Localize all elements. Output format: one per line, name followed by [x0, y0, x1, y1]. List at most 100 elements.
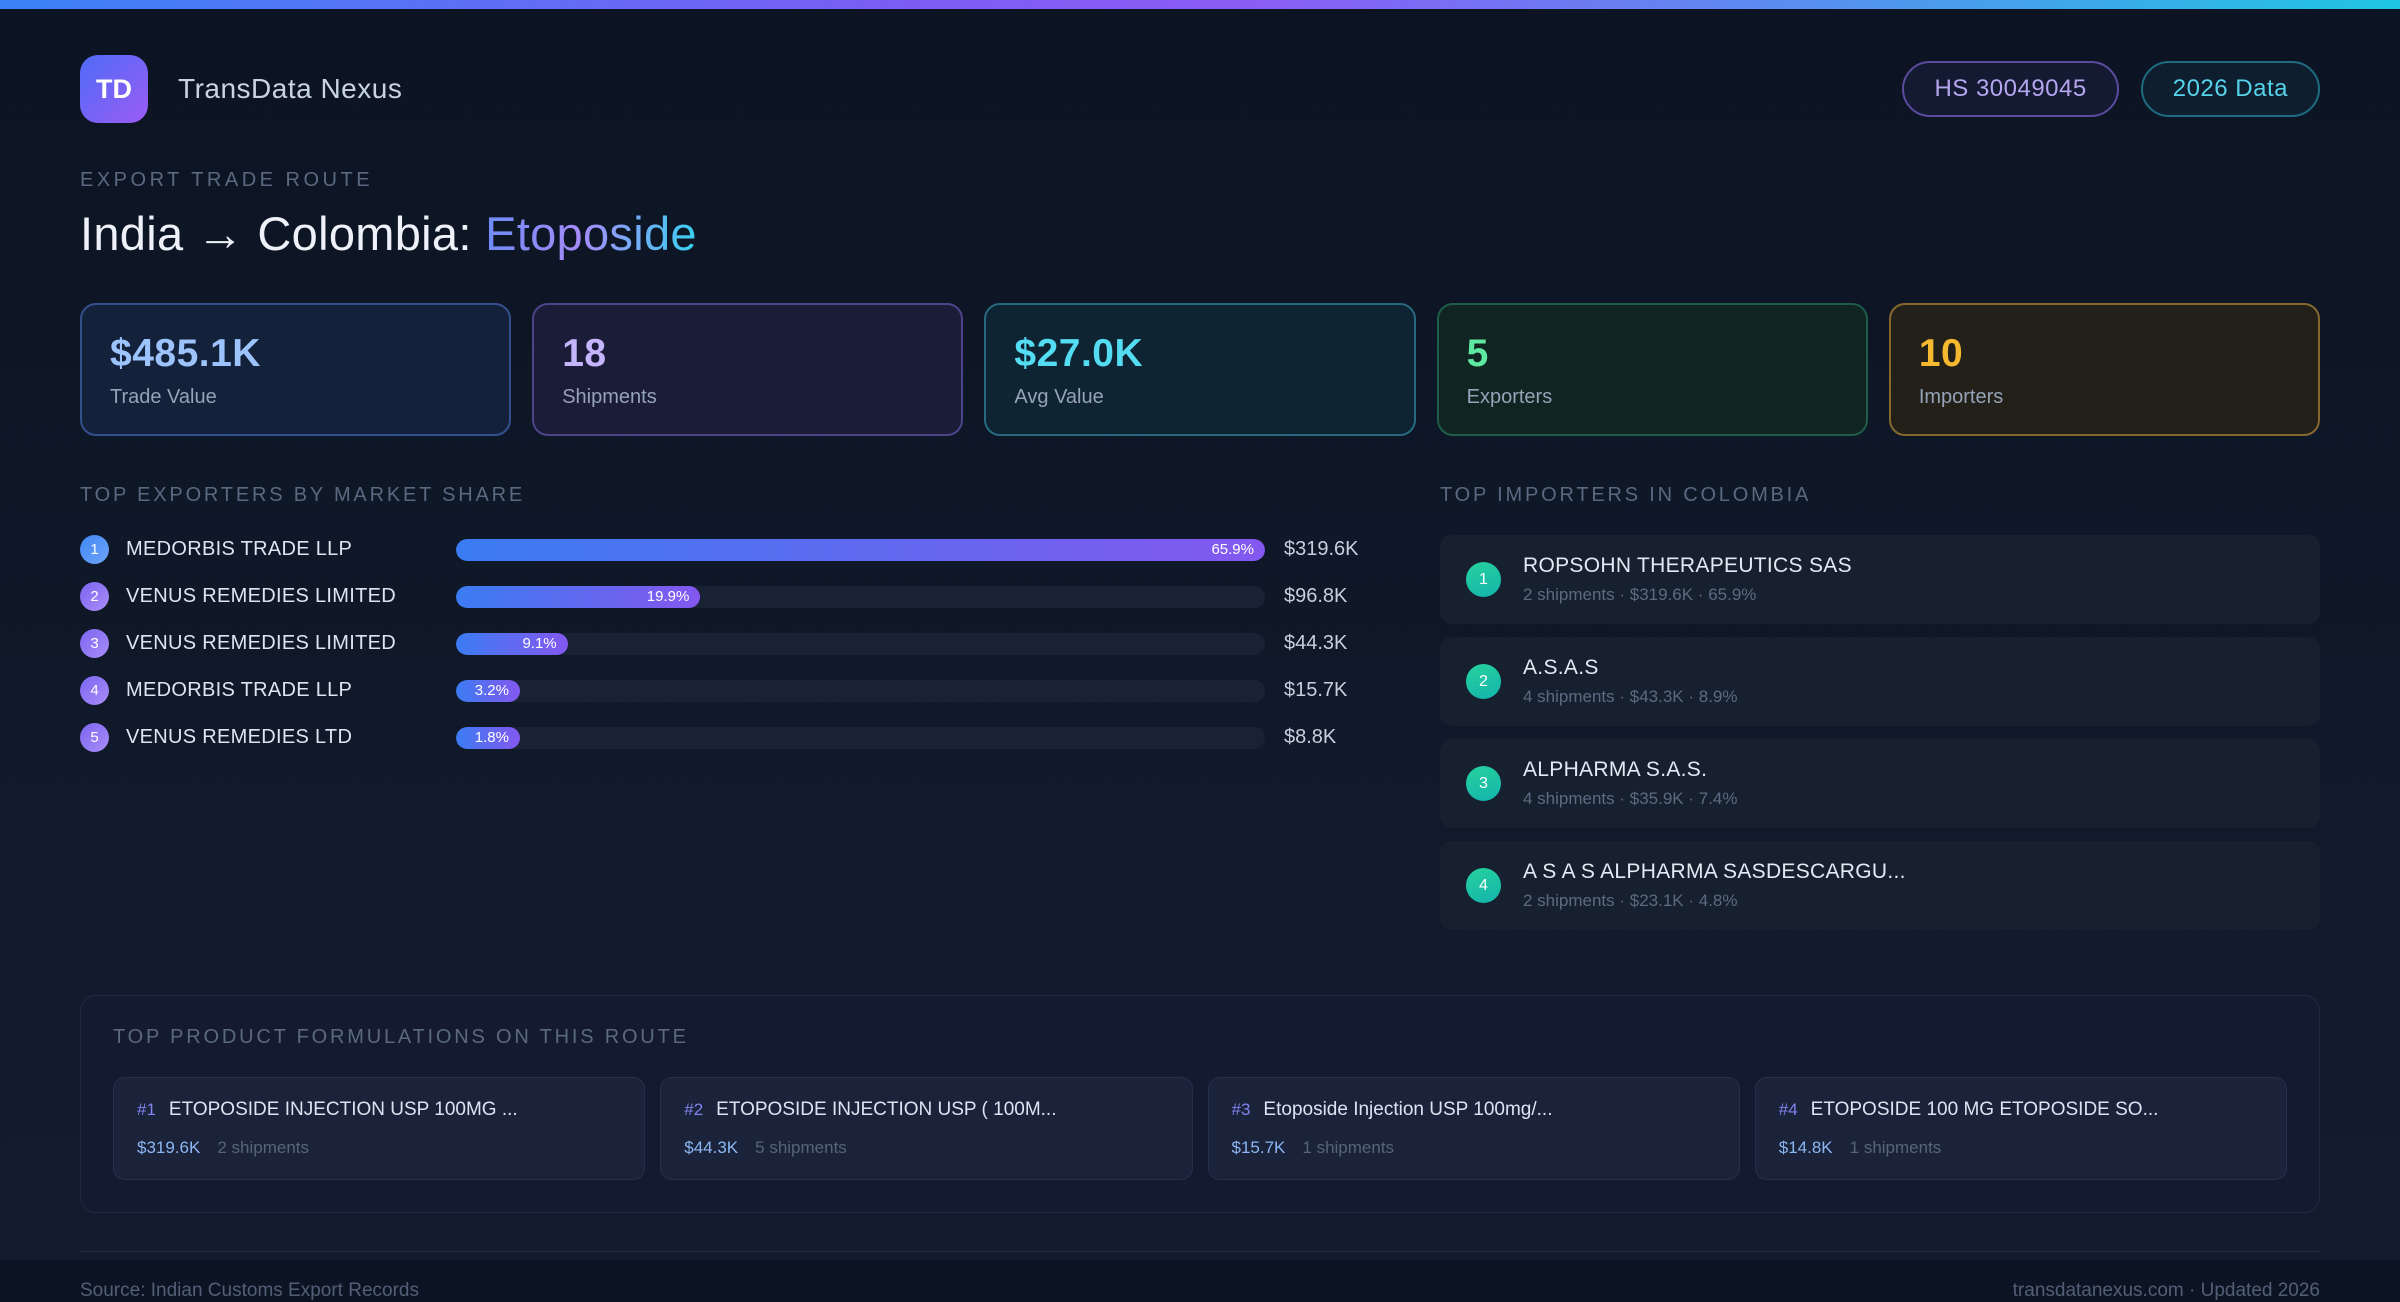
formulation-meta-line: $14.8K 1 shipments — [1779, 1138, 2263, 1158]
rank-badge: 2 — [1466, 664, 1501, 699]
stat-value: $27.0K — [1014, 332, 1144, 375]
eyebrow-label: EXPORT TRADE ROUTE — [80, 169, 374, 191]
importer-name: ROPSOHN THERAPEUTICS SAS — [1523, 554, 1852, 577]
exporter-name: VENUS REMEDIES LIMITED — [126, 632, 396, 654]
footer-site: transdatanexus.com · Updated 2026 — [2012, 1280, 2320, 1301]
formulation-cards-row: #1 ETOPOSIDE INJECTION USP 100MG ... $31… — [113, 1077, 2287, 1180]
stat-value: 10 — [1918, 332, 1964, 375]
formulations-panel: TOP PRODUCT FORMULATIONS ON THIS ROUTE #… — [80, 995, 2320, 1213]
stat-card-trade-value: $485.1K Trade Value — [80, 303, 512, 436]
importer-card[interactable]: 2 A.S.A.S 4 shipments · $43.3K · 8.9% — [1440, 637, 2320, 726]
formulation-meta-line: $44.3K 5 shipments — [684, 1138, 1168, 1158]
stat-value: 5 — [1466, 332, 1489, 375]
formulation-title-line: #4 ETOPOSIDE 100 MG ETOPOSIDE SO... — [1779, 1099, 2263, 1121]
formulation-title-line: #2 ETOPOSIDE INJECTION USP ( 100M... — [684, 1099, 1168, 1121]
market-share-bar-track: 3.2% — [456, 679, 1265, 702]
formulation-card[interactable]: #3 Etoposide Injection USP 100mg/... $15… — [1207, 1077, 1740, 1180]
importer-card[interactable]: 1 ROPSOHN THERAPEUTICS SAS 2 shipments ·… — [1440, 535, 2320, 624]
importer-text: A S A S ALPHARMA SASDESCARGU... 2 shipme… — [1523, 860, 1906, 911]
stat-label: Avg Value — [1014, 386, 1104, 408]
formulations-heading: TOP PRODUCT FORMULATIONS ON THIS ROUTE — [113, 1026, 689, 1048]
formulation-card[interactable]: #2 ETOPOSIDE INJECTION USP ( 100M... $44… — [660, 1077, 1193, 1180]
formulation-title-line: #1 ETOPOSIDE INJECTION USP 100MG ... — [137, 1099, 621, 1121]
exporter-value: $8.8K — [1284, 726, 1337, 748]
brand-logo: TD — [80, 55, 148, 123]
market-share-bar-track: 9.1% — [456, 632, 1265, 655]
importer-text: ALPHARMA S.A.S. 4 shipments · $35.9K · 7… — [1523, 758, 1738, 809]
exporter-row[interactable]: 2 VENUS REMEDIES LIMITED 19.9% $96.8K — [80, 582, 1376, 611]
rank-badge: 2 — [80, 582, 109, 611]
market-share-bar: 65.9% — [456, 538, 1265, 561]
accent-gradient-bar — [0, 0, 2400, 9]
rank-badge: 3 — [80, 629, 109, 658]
importer-text: A.S.A.S 4 shipments · $43.3K · 8.9% — [1523, 656, 1738, 707]
formulation-card[interactable]: #4 ETOPOSIDE 100 MG ETOPOSIDE SO... $14.… — [1754, 1077, 2287, 1180]
importer-meta: 2 shipments · $23.1K · 4.8% — [1523, 891, 1738, 910]
importer-text: ROPSOHN THERAPEUTICS SAS 2 shipments · $… — [1523, 554, 1852, 605]
importer-meta: 4 shipments · $35.9K · 7.4% — [1523, 789, 1738, 808]
formulation-shipments: 1 shipments — [1849, 1138, 1942, 1157]
main-columns: TOP EXPORTERS BY MARKET SHARE 1 MEDORBIS… — [80, 484, 2320, 943]
page-container: TD TransData Nexus HS 30049045 2026 Data… — [0, 55, 2400, 1302]
exporters-heading: TOP EXPORTERS BY MARKET SHARE — [80, 484, 526, 506]
exporter-name: MEDORBIS TRADE LLP — [126, 679, 353, 701]
formulation-rank: #1 — [137, 1100, 156, 1119]
header-badges: HS 30049045 2026 Data — [1902, 61, 2320, 117]
formulation-card[interactable]: #1 ETOPOSIDE INJECTION USP 100MG ... $31… — [113, 1077, 646, 1180]
exporter-name: VENUS REMEDIES LTD — [126, 726, 353, 748]
exporter-row[interactable]: 3 VENUS REMEDIES LIMITED 9.1% $44.3K — [80, 629, 1376, 658]
stat-cards-row: $485.1K Trade Value 18 Shipments $27.0K … — [80, 303, 2321, 436]
formulation-title-line: #3 Etoposide Injection USP 100mg/... — [1232, 1099, 1716, 1121]
rank-badge: 1 — [80, 535, 109, 564]
rank-badge: 4 — [80, 676, 109, 705]
stat-value: $485.1K — [110, 332, 261, 375]
stat-label: Trade Value — [110, 386, 217, 408]
rank-badge: 3 — [1466, 766, 1501, 801]
stat-label: Exporters — [1466, 386, 1553, 408]
formulation-value: $319.6K — [137, 1138, 201, 1157]
importer-meta: 4 shipments · $43.3K · 8.9% — [1523, 687, 1738, 706]
stat-value: 18 — [562, 332, 607, 375]
footer-source: Source: Indian Customs Export Records — [80, 1280, 419, 1301]
stat-card-exporters: 5 Exporters — [1436, 303, 1868, 436]
rank-badge: 5 — [80, 723, 109, 752]
exporter-value: $96.8K — [1284, 585, 1348, 607]
importer-card[interactable]: 4 A S A S ALPHARMA SASDESCARGU... 2 ship… — [1440, 841, 2320, 930]
market-share-bar: 19.9% — [456, 585, 701, 608]
page-title-product: Etoposide — [485, 207, 697, 260]
formulation-meta-line: $319.6K 2 shipments — [137, 1138, 621, 1158]
page-footer: Source: Indian Customs Export Records tr… — [80, 1251, 2320, 1302]
formulation-shipments: 2 shipments — [217, 1138, 310, 1157]
exporter-name: MEDORBIS TRADE LLP — [126, 538, 353, 560]
stat-label: Importers — [1918, 386, 2004, 408]
formulation-value: $15.7K — [1231, 1138, 1286, 1157]
formulation-name: ETOPOSIDE 100 MG ETOPOSIDE SO... — [1810, 1099, 2159, 1120]
exporter-value: $44.3K — [1284, 632, 1348, 654]
exporter-value: $319.6K — [1284, 538, 1359, 560]
formulation-value: $14.8K — [1778, 1138, 1833, 1157]
year-badge[interactable]: 2026 Data — [2140, 61, 2320, 117]
formulation-rank: #4 — [1778, 1100, 1798, 1119]
market-share-bar: 1.8% — [456, 726, 520, 749]
exporter-row[interactable]: 1 MEDORBIS TRADE LLP 65.9% $319.6K — [80, 535, 1376, 564]
brand[interactable]: TD TransData Nexus — [80, 55, 402, 123]
exporter-row[interactable]: 5 VENUS REMEDIES LTD 1.8% $8.8K — [80, 723, 1376, 752]
market-share-bar-track: 65.9% — [456, 538, 1265, 561]
formulation-rank: #3 — [1231, 1100, 1251, 1119]
importer-name: ALPHARMA S.A.S. — [1523, 758, 1708, 781]
importer-card[interactable]: 3 ALPHARMA S.A.S. 4 shipments · $35.9K ·… — [1440, 739, 2320, 828]
exporters-section: TOP EXPORTERS BY MARKET SHARE 1 MEDORBIS… — [80, 484, 1376, 770]
stat-label: Shipments — [562, 386, 657, 408]
formulation-name: Etoposide Injection USP 100mg/... — [1263, 1099, 1553, 1120]
hs-code-badge[interactable]: HS 30049045 — [1902, 61, 2119, 117]
stat-card-shipments: 18 Shipments — [532, 303, 964, 436]
brand-initials: TD — [96, 73, 132, 104]
exporter-row[interactable]: 4 MEDORBIS TRADE LLP 3.2% $15.7K — [80, 676, 1376, 705]
importer-meta: 2 shipments · $319.6K · 65.9% — [1523, 585, 1757, 604]
formulation-meta-line: $15.7K 1 shipments — [1232, 1138, 1716, 1158]
rank-badge: 1 — [1466, 562, 1501, 597]
formulation-shipments: 1 shipments — [1302, 1138, 1395, 1157]
market-share-bar-track: 19.9% — [456, 585, 1265, 608]
app-header: TD TransData Nexus HS 30049045 2026 Data — [80, 55, 2320, 123]
brand-name: TransData Nexus — [178, 73, 403, 104]
